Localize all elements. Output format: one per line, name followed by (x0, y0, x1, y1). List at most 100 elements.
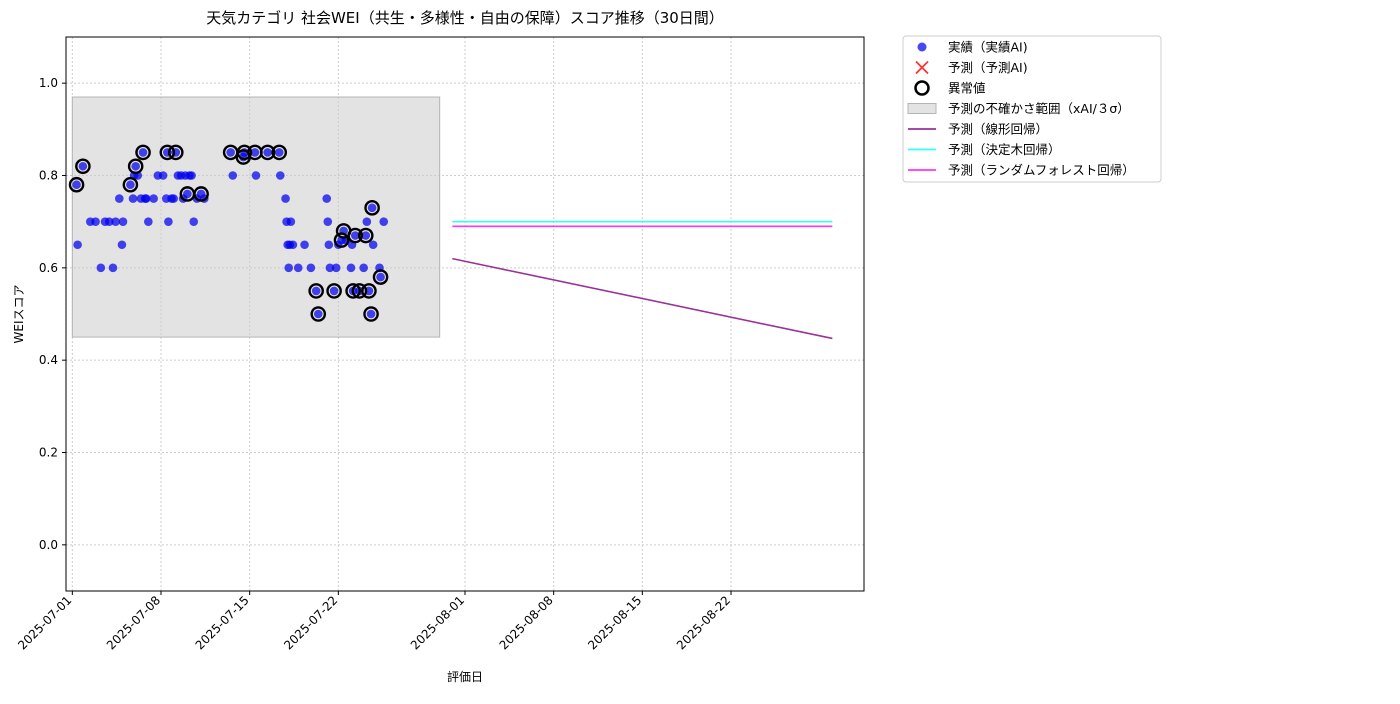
legend-label: 異常値 (948, 81, 986, 96)
actual-point (331, 263, 341, 273)
legend-label: 予測（ランダムフォレスト回帰） (948, 163, 1135, 178)
actual-point (311, 286, 321, 296)
actual-point (96, 263, 106, 273)
anomaly-marker (347, 227, 364, 244)
actual-point (329, 286, 339, 296)
actual-point (313, 309, 323, 319)
actual-point (141, 194, 151, 203)
linear-regression-line (452, 257, 833, 340)
anomaly-marker (122, 176, 139, 193)
actual-point (306, 263, 316, 273)
actual-point (169, 194, 178, 203)
actual-point (350, 231, 360, 240)
actual-point (126, 180, 135, 190)
legend-label: 実績（実績AI) (948, 40, 1028, 55)
x-tick-label: 2025-08-08 (497, 593, 556, 652)
actual-point (346, 263, 356, 273)
actual-point (128, 194, 138, 203)
actual-point (183, 189, 192, 199)
anomaly-marker (75, 158, 91, 175)
actual-point (73, 240, 82, 250)
x-tick-label: 2025-07-15 (193, 593, 252, 652)
actual-point (275, 171, 285, 180)
anomaly-marker (236, 144, 253, 161)
anomaly-marker (333, 232, 350, 248)
actual-point (158, 171, 168, 180)
x-tick-label: 2025-07-01 (15, 593, 74, 652)
y-tick-label: 0.6 (39, 261, 58, 275)
anomaly-marker (345, 283, 361, 299)
actual-point (376, 272, 385, 282)
uncertainty-band (71, 96, 441, 338)
actual-point (281, 194, 290, 203)
actual-point (359, 263, 368, 273)
anomaly-marker (361, 283, 377, 299)
anomaly-marker (310, 306, 327, 322)
actual-point (118, 217, 128, 226)
actual-point (322, 194, 332, 203)
actual-point (323, 217, 333, 226)
actual-point (164, 217, 173, 226)
legend-label: 予測（予測AI) (948, 60, 1028, 75)
actual-point (293, 263, 303, 273)
actual-point (368, 240, 378, 250)
legend-label: 予測（線形回帰） (948, 122, 1048, 137)
x-tick-label: 2025-08-22 (674, 593, 733, 652)
actual-point (228, 171, 238, 180)
x-axis-label: 評価日 (447, 669, 483, 684)
anomaly-marker (326, 283, 342, 299)
actual-point (263, 148, 272, 157)
actual-point (366, 309, 376, 319)
legend-marker-actual (917, 42, 927, 52)
actual-point (149, 194, 158, 203)
anomaly-marker (193, 186, 209, 202)
actual-point (117, 240, 127, 250)
actual-point (104, 217, 114, 226)
anomaly-marker (159, 144, 176, 161)
y-tick-label: 0.0 (39, 538, 58, 552)
anomaly-marker (68, 176, 85, 193)
y-tick-label: 0.4 (39, 353, 58, 367)
legend-marker-anomaly (914, 80, 930, 96)
legend-marker-band (907, 103, 937, 114)
y-tick-label: 0.2 (39, 446, 58, 460)
actual-point (226, 148, 235, 157)
actual-point (288, 240, 298, 250)
legend-label: 予測（決定木回帰） (948, 142, 1061, 157)
actual-point (324, 240, 334, 250)
actual-point (187, 171, 196, 180)
actual-point (274, 148, 284, 157)
chart-title: 天気カテゴリ 社会WEI（共生・多様性・自由の保障）スコア推移（30日間） (206, 9, 724, 27)
anomaly-marker (259, 144, 276, 161)
legend-box (902, 35, 1162, 183)
anomaly-marker (127, 158, 144, 175)
y-axis-label: WEIスコア (12, 285, 26, 344)
actual-point (361, 231, 371, 240)
anomaly-marker (167, 144, 184, 161)
x-tick-label: 2025-08-01 (408, 593, 467, 652)
actual-point (284, 263, 294, 273)
actual-point (91, 217, 100, 226)
actual-point (138, 148, 148, 157)
actual-point (367, 203, 377, 213)
actual-point (362, 217, 372, 226)
anomaly-marker (351, 283, 368, 299)
anomaly-marker (372, 269, 389, 285)
actual-point (115, 194, 124, 203)
anomaly-marker (357, 227, 374, 244)
actual-point (325, 263, 335, 273)
actual-point (131, 161, 140, 171)
actual-point (286, 217, 296, 226)
actual-point (379, 217, 389, 226)
legend-label: 予測の不確かさ範囲（xAI/３σ） (948, 101, 1130, 116)
actual-point (251, 171, 261, 180)
actual-point (300, 240, 309, 250)
y-tick-label: 0.8 (39, 169, 58, 183)
legend-marker-predicted (915, 60, 929, 75)
actual-point (144, 217, 153, 226)
anomaly-marker (308, 283, 324, 299)
actual-point (108, 263, 118, 273)
anomaly-marker (271, 144, 288, 161)
